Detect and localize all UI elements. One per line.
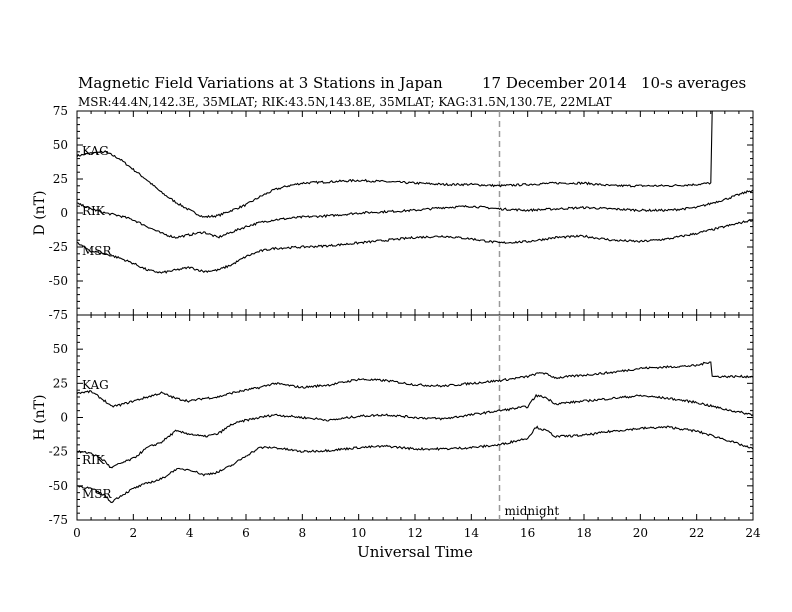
x-tick-label: 14	[464, 526, 480, 540]
x-tick-label: 8	[299, 526, 307, 540]
y-tick-label: 50	[53, 342, 68, 356]
series-label-kag: KAG	[82, 378, 109, 392]
x-tick-label: 22	[689, 526, 704, 540]
y-axis-label-bottom: H (nT)	[32, 395, 48, 441]
series-line-kag-top	[76, 110, 753, 219]
station-coordinates: MSR:44.4N,142.3E, 35MLAT; RIK:43.5N,143.…	[78, 95, 612, 109]
y-tick-label: -75	[49, 513, 68, 527]
series-line-msr-top	[76, 218, 754, 274]
y-tick-label: -75	[49, 308, 68, 322]
y-tick-label: -50	[49, 274, 68, 288]
y-tick-label: 50	[53, 138, 68, 152]
plot-panels: -75 -50 -25 0 25 50 75 D (nT) KAG RIK MSR -75 -50 -25…	[32, 104, 761, 561]
series-label-msr: MSR	[82, 244, 113, 258]
series-label-rik: RIK	[82, 204, 106, 218]
y-tick-label: 75	[53, 104, 68, 118]
series-line-msr-bottom	[77, 425, 754, 504]
x-tick-label: 2	[130, 526, 138, 540]
x-axis-label: Universal Time	[357, 543, 473, 561]
series-label-rik: RIK	[82, 453, 106, 467]
x-tick-label: 20	[633, 526, 648, 540]
chart-date: 17 December 2014	[482, 74, 627, 92]
y-tick-label: 25	[53, 376, 68, 390]
midnight-label: midnight	[505, 504, 560, 518]
x-tick-label: 10	[351, 526, 366, 540]
x-tick-label: 12	[407, 526, 422, 540]
chart-averaging: 10-s averages	[641, 74, 746, 92]
x-tick-label: 6	[242, 526, 250, 540]
series-line-kag-bottom	[76, 361, 754, 408]
x-tick-label: 24	[745, 526, 761, 540]
y-tick-label: 0	[60, 411, 68, 425]
x-tick-label: 0	[73, 526, 81, 540]
y-tick-label: -50	[49, 479, 68, 493]
x-tick-label: 4	[186, 526, 194, 540]
series-line-rik-bottom	[76, 393, 754, 469]
y-axis-label-top: D (nT)	[32, 191, 48, 236]
x-tick-label: 18	[576, 526, 591, 540]
series-label-msr: MSR	[82, 487, 113, 501]
series-label-kag: KAG	[82, 144, 109, 158]
chart-title: Magnetic Field Variations at 3 Stations …	[78, 74, 443, 92]
y-tick-label: 0	[60, 206, 68, 220]
series-line-rik-top	[76, 189, 754, 239]
y-tick-label: -25	[49, 445, 68, 459]
panel-frame-top	[76, 110, 754, 316]
x-tick-label: 16	[520, 526, 535, 540]
y-tick-label: 25	[53, 172, 68, 186]
y-tick-label: -25	[49, 240, 68, 254]
